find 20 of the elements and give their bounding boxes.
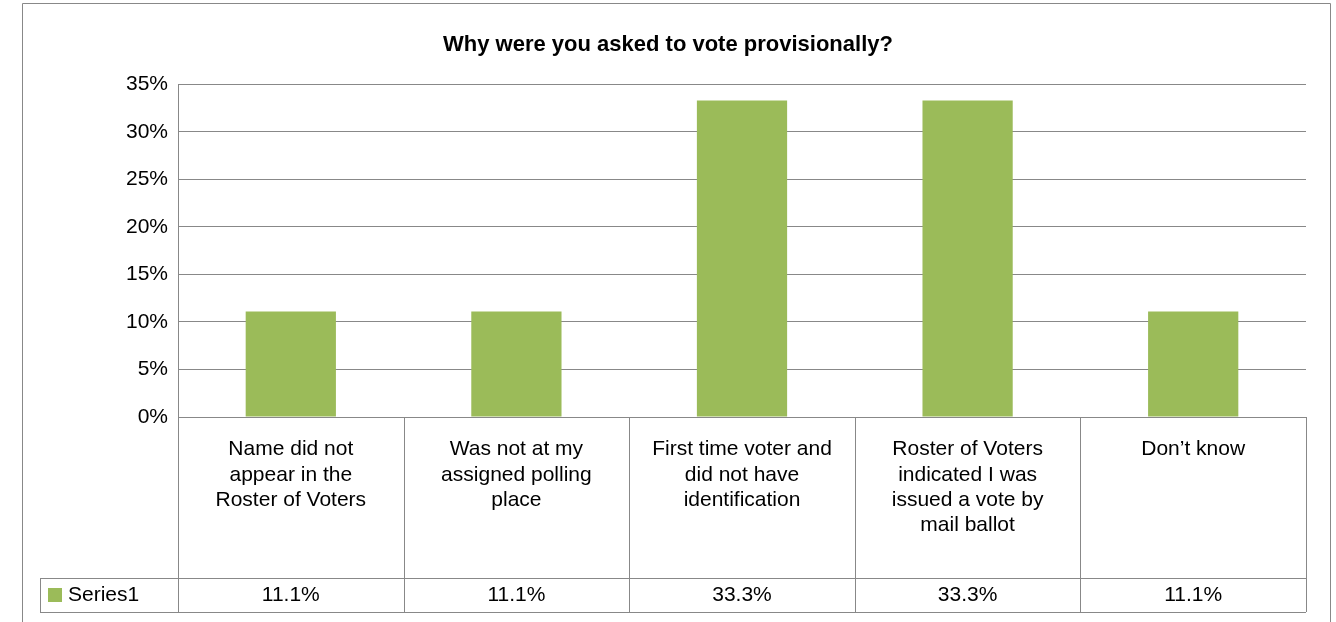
data-label: 33.3% — [937, 581, 998, 605]
y-tick-label: 10% — [125, 308, 168, 332]
data-label: 11.1% — [1164, 581, 1223, 605]
y-tick-label: 5% — [137, 356, 168, 380]
data-label: 11.1% — [261, 581, 320, 605]
legend-label: Series1 — [68, 581, 140, 605]
data-label: 11.1% — [487, 581, 546, 605]
x-tick-label: Roster of Voters indicated I was issued a vote by mail ballot — [891, 436, 1044, 535]
data-label: 33.3% — [712, 581, 772, 605]
chart-title: Why were you asked to vote provisionally? — [443, 31, 893, 57]
y-tick-label: 35% — [125, 71, 168, 95]
x-tick-label: Don’t know — [1141, 436, 1246, 460]
y-tick-label: 15% — [125, 261, 168, 285]
y-tick-label: 25% — [125, 166, 168, 190]
y-tick-label: 0% — [137, 403, 168, 427]
y-tick-label: 20% — [125, 213, 168, 237]
y-tick-label: 30% — [125, 118, 168, 142]
x-tick-label: Name did not appear in the Roster of Voters — [215, 436, 367, 510]
x-tick-label: First time voter and did not have identification — [652, 436, 832, 510]
x-tick-label: Was not at my assigned polling place — [441, 436, 592, 510]
